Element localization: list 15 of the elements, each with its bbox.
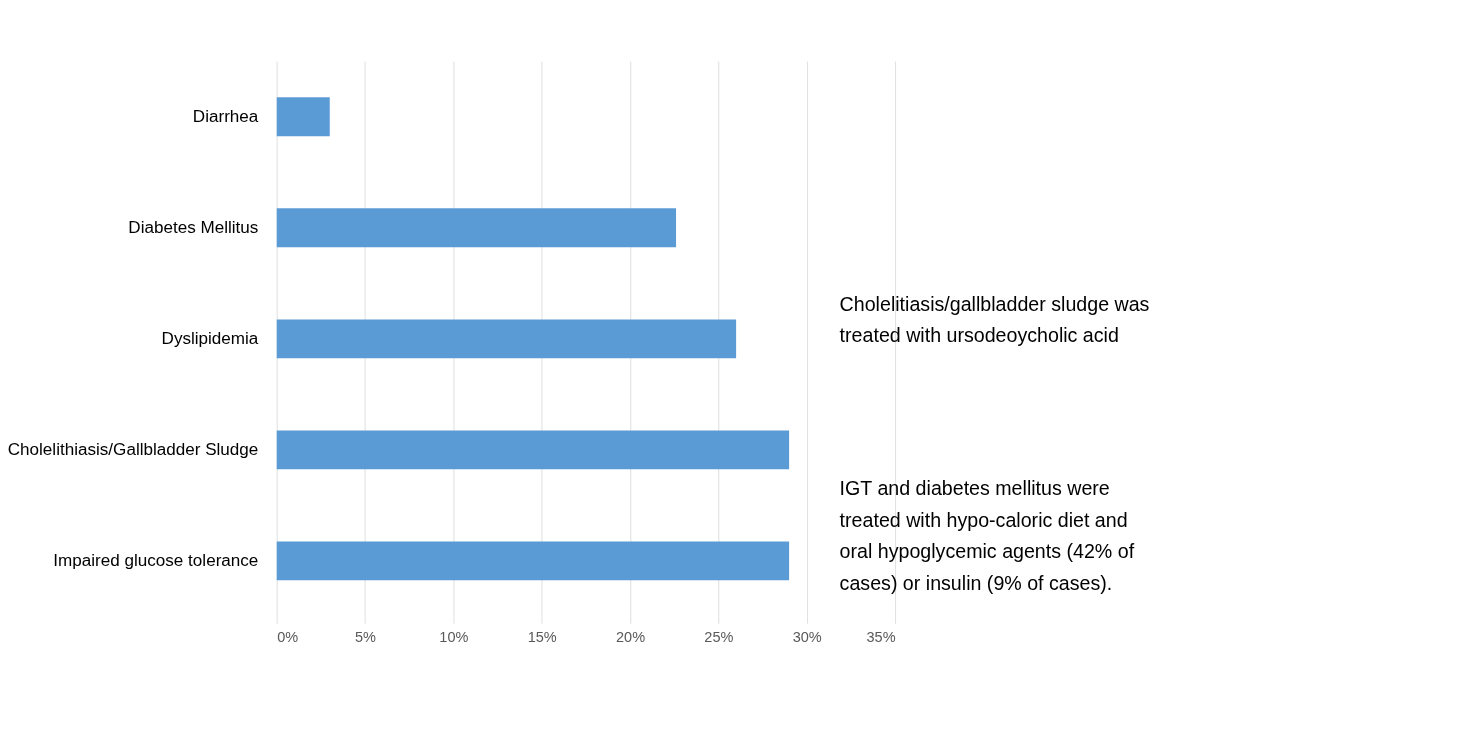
x-tick-label: 5% <box>355 628 377 645</box>
x-tick-label: 20% <box>616 628 646 645</box>
annotation: Cholelitiasis/gallbladder sludge was treated with ursodeoycholic acid <box>839 292 1150 347</box>
x-tick-label: 15% <box>527 628 557 645</box>
x-tick-label: 35% <box>866 628 896 645</box>
x-tick-label: 30% <box>792 628 822 645</box>
y-tick-label: Cholelithiasis/Gallbladder Sludge <box>7 439 259 459</box>
annotation: IGT and diabetes mellitus were treated with hypo-caloric diet and oral hypoglycemic agents (42% of cases) or insulin (9% of cases). <box>839 477 1135 594</box>
y-tick-label: Diarrhea <box>192 106 259 126</box>
x-tick-label: 25% <box>704 628 734 645</box>
x-tick-label: 10% <box>439 628 469 645</box>
x-tick-label: 0% <box>277 628 299 645</box>
y-tick-label: Dyslipidemia <box>161 328 259 348</box>
y-tick-label: Diabetes Mellitus <box>128 217 259 237</box>
y-tick-label: Impaired glucose tolerance <box>53 551 259 571</box>
